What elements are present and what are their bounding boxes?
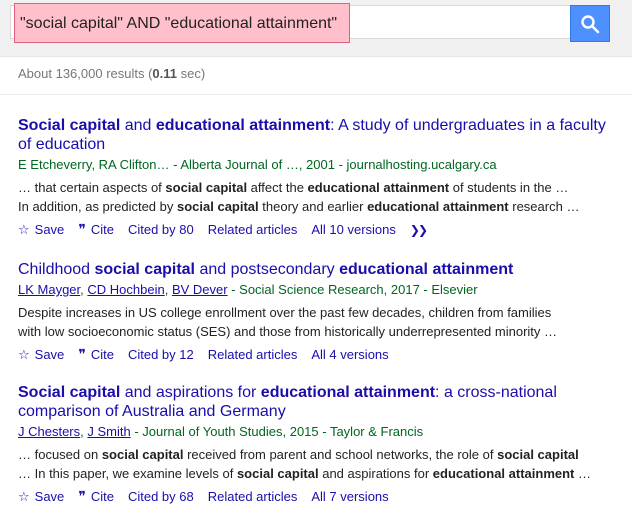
cite-button[interactable]: ❞ Cite xyxy=(78,345,114,364)
cited-by-link[interactable]: Cited by 80 xyxy=(127,221,194,237)
author-link[interactable]: LK Mayger xyxy=(18,282,81,297)
search-icon xyxy=(581,15,600,34)
all-versions-link[interactable]: All 4 versions xyxy=(311,346,389,362)
cite-label: Cite xyxy=(90,489,114,504)
result-authors-source: J Chesters, J Smith - Journal of Youth S… xyxy=(18,423,618,441)
result-actions: ☆ Save ❞ Cite Cited by 12 Related articles All… xyxy=(18,345,618,364)
author-link[interactable]: J Chesters xyxy=(18,424,81,439)
related-articles-link[interactable]: Related articles xyxy=(207,488,298,504)
result-snippet: … that certain aspects of social capital… xyxy=(18,180,580,214)
results-list: Social capital and educational attainmen… xyxy=(18,116,618,506)
star-icon: ☆ xyxy=(18,488,30,504)
result-title-link[interactable]: Childhood social capital and postseconda… xyxy=(18,261,514,278)
related-articles-link[interactable]: Related articles xyxy=(207,221,298,237)
author-text: E Etcheverry, RA Clifton xyxy=(18,157,157,172)
save-label: Save xyxy=(34,221,65,237)
result-source: … - Alberta Journal of …, 2001 - journal… xyxy=(156,157,497,172)
result-source: - Social Science Research, 2017 - Elsevi… xyxy=(227,282,478,297)
divider xyxy=(0,94,632,95)
star-icon: ☆ xyxy=(18,221,30,237)
author-link[interactable]: CD Hochbein xyxy=(87,282,165,297)
cited-by-link[interactable]: Cited by 12 xyxy=(127,346,194,362)
quote-icon: ❞ xyxy=(78,346,86,362)
result-count: About 136,000 results (0.11 sec) xyxy=(18,66,205,81)
save-label: Save xyxy=(34,346,65,362)
cited-by-link[interactable]: Cited by 68 xyxy=(127,488,194,504)
result-snippet: Despite increases in US college enrollme… xyxy=(18,305,558,339)
search-result: Social capital and educational attainmen… xyxy=(18,116,618,239)
result-actions: ☆ Save ❞ Cite Cited by 80 Related articles All… xyxy=(18,220,618,239)
search-query-text[interactable]: "social capital" AND "educational attain… xyxy=(14,3,351,43)
result-source: - Journal of Youth Studies, 2015 - Taylo… xyxy=(130,424,424,439)
result-count-prefix: About 136,000 results ( xyxy=(18,66,153,81)
result-count-suffix: sec) xyxy=(177,66,206,81)
result-title-link[interactable]: Social capital and aspirations for educa… xyxy=(18,384,557,420)
result-actions: ☆ Save ❞ Cite Cited by 68 Related articles All… xyxy=(18,487,618,506)
result-authors-source: LK Mayger, CD Hochbein, BV Dever - Socia… xyxy=(18,281,618,299)
author-text: , xyxy=(164,282,172,297)
cite-button[interactable]: ❞ Cite xyxy=(78,220,114,239)
author-text: , xyxy=(80,424,88,439)
save-button[interactable]: ☆ Save xyxy=(18,346,64,364)
search-result: Social capital and aspirations for educa… xyxy=(18,383,618,506)
quote-icon: ❞ xyxy=(78,221,86,237)
search-time: 0.11 xyxy=(152,66,178,81)
save-button[interactable]: ☆ Save xyxy=(18,488,64,506)
result-snippet: … focused on social capital received fro… xyxy=(18,447,591,481)
all-versions-link[interactable]: All 10 versions xyxy=(311,221,396,237)
search-button[interactable] xyxy=(570,5,610,42)
cite-label: Cite xyxy=(90,222,114,237)
search-result: Childhood social capital and postseconda… xyxy=(18,260,618,364)
search-bar: "social capital" AND "educational attain… xyxy=(0,0,632,57)
result-authors-source: E Etcheverry, RA Clifton… - Alberta Jour… xyxy=(18,156,618,174)
save-button[interactable]: ☆ Save xyxy=(18,221,64,239)
author-link[interactable]: BV Dever xyxy=(171,282,228,297)
all-versions-link[interactable]: All 7 versions xyxy=(311,488,389,504)
quote-icon: ❞ xyxy=(78,488,86,504)
author-link[interactable]: J Smith xyxy=(87,424,131,439)
author-text: , xyxy=(80,282,88,297)
related-articles-link[interactable]: Related articles xyxy=(207,346,298,362)
result-title-link[interactable]: Social capital and educational attainmen… xyxy=(18,117,606,153)
cite-label: Cite xyxy=(90,347,114,362)
more-options-icon[interactable]: ❯❯ xyxy=(409,222,428,237)
save-label: Save xyxy=(34,488,65,504)
star-icon: ☆ xyxy=(18,346,30,362)
cite-button[interactable]: ❞ Cite xyxy=(78,487,114,506)
